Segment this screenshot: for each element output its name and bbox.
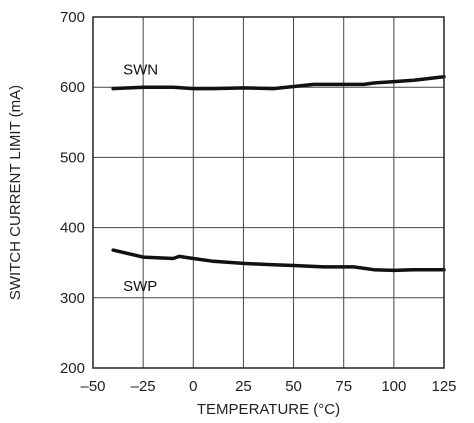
x-axis-title: TEMPERATURE (°C) — [197, 401, 340, 418]
series-line-swp — [111, 248, 446, 273]
x-tick-label: 75 — [335, 378, 352, 395]
x-tick-label: –50 — [80, 378, 105, 395]
plot-frame — [92, 16, 445, 369]
y-tick-label: 200 — [60, 360, 85, 377]
y-tick-label: 700 — [60, 9, 85, 26]
plot-border — [92, 16, 445, 369]
grid — [93, 17, 444, 368]
x-tick-label: 125 — [431, 378, 456, 395]
series-label-swp: SWP — [123, 278, 157, 295]
x-tick-label: 50 — [285, 378, 302, 395]
y-tick-label: 300 — [60, 290, 85, 307]
x-tick-label: 100 — [381, 378, 406, 395]
tick-labels: –50 –25 0 25 50 75 100 125 200 300 400 500 600 700 — [60, 9, 457, 395]
y-tick-label: 600 — [60, 79, 85, 96]
annotations: SWN SWP — [123, 62, 158, 295]
x-tick-label: –25 — [131, 378, 156, 395]
series-line-swn — [111, 74, 446, 91]
y-axis-title: SWITCH CURRENT LIMIT (mA) — [7, 85, 24, 300]
series-label-swn: SWN — [123, 62, 158, 79]
y-tick-label: 500 — [60, 149, 85, 166]
y-tick-label: 400 — [60, 220, 85, 237]
x-tick-label: 25 — [235, 378, 252, 395]
x-tick-label: 0 — [189, 378, 197, 395]
series-layer — [111, 74, 446, 273]
